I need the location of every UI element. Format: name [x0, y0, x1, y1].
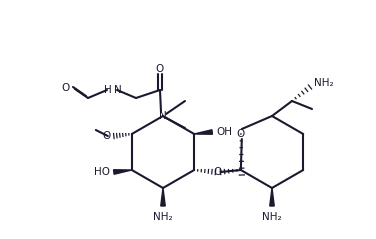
Text: O: O	[103, 131, 111, 141]
Text: O: O	[237, 129, 245, 139]
Text: O: O	[156, 64, 164, 74]
Text: OH: OH	[216, 127, 232, 137]
Text: O: O	[213, 167, 221, 177]
Text: NH₂: NH₂	[153, 212, 173, 222]
Text: N: N	[159, 111, 167, 121]
Polygon shape	[161, 188, 165, 206]
Polygon shape	[270, 188, 274, 206]
Text: N: N	[114, 85, 122, 95]
Text: NH₂: NH₂	[262, 212, 282, 222]
Text: H: H	[104, 85, 112, 95]
Text: O: O	[62, 83, 70, 93]
Polygon shape	[194, 130, 212, 134]
Polygon shape	[114, 170, 132, 174]
Text: HO: HO	[94, 167, 110, 177]
Text: NH₂: NH₂	[314, 78, 334, 88]
